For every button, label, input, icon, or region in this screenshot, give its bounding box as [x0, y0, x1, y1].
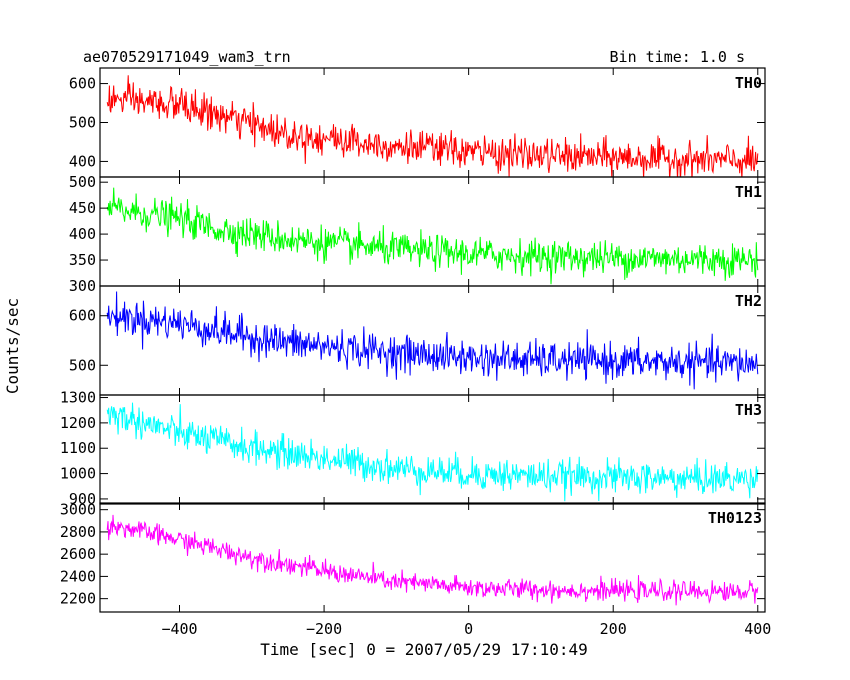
y-tick-label: 400	[69, 152, 96, 170]
y-tick-label: 500	[69, 114, 96, 132]
panel-label-th2: TH2	[735, 292, 762, 310]
panel-label-th1: TH1	[735, 183, 762, 201]
x-tick-label: −200	[306, 620, 342, 638]
y-tick-label: 1200	[60, 414, 96, 432]
y-tick-label: 900	[69, 490, 96, 508]
panel-th0: 400 500 600 TH0	[69, 67, 766, 178]
y-tick-label: 3000	[60, 501, 96, 519]
y-tick-label: 1300	[60, 389, 96, 407]
y-tick-label: 600	[69, 307, 96, 325]
series-line-th0123	[106, 514, 759, 606]
x-tick-label: 200	[600, 620, 627, 638]
y-tick-label: 300	[69, 277, 96, 295]
y-tick-label: 2600	[60, 545, 96, 563]
y-tick-label: 350	[69, 251, 96, 269]
panels-group: 400 500 600 TH0 300 350 400 450 500 TH1 500 600 TH2 9…	[60, 67, 766, 613]
panel-frame	[99, 285, 766, 396]
panel-frame	[99, 502, 766, 613]
series-line-th3	[106, 402, 759, 502]
y-tick-label: 500	[69, 356, 96, 374]
x-axis: −400 −200 0 200 400	[161, 620, 771, 638]
y-tick-label: 450	[69, 199, 96, 217]
y-axis-title: Counts/sec	[3, 298, 22, 394]
panel-th0123: 2200 2400 2600 2800 3000 TH0123	[60, 501, 766, 613]
series-line-th0	[106, 75, 759, 177]
panel-label-th0: TH0	[735, 74, 762, 92]
panel-frame	[99, 394, 766, 505]
y-tick-label: 500	[69, 173, 96, 191]
x-tick-label: 0	[464, 620, 473, 638]
chart-title: ae070529171049_wam3_trn	[83, 48, 291, 66]
x-axis-title: Time [sec] 0 = 2007/05/29 17:10:49	[260, 640, 588, 659]
panel-label-th0123: TH0123	[708, 509, 762, 527]
series-line-th1	[106, 187, 759, 285]
y-tick-label: 600	[69, 75, 96, 93]
x-tick-label: −400	[161, 620, 197, 638]
y-tick-label: 1100	[60, 439, 96, 457]
panel-th2: 500 600 TH2	[69, 285, 766, 396]
panel-frame	[99, 176, 766, 287]
x-tick-label: 400	[744, 620, 771, 638]
series-line-th2	[106, 291, 759, 390]
bin-time-label: Bin time: 1.0 s	[610, 48, 745, 66]
panel-th3: 900 1000 1100 1200 1300 TH3	[60, 389, 766, 508]
y-tick-label: 2200	[60, 590, 96, 608]
y-tick-label: 1000	[60, 465, 96, 483]
panel-label-th3: TH3	[735, 401, 762, 419]
y-tick-label: 2800	[60, 523, 96, 541]
panel-th1: 300 350 400 450 500 TH1	[69, 173, 766, 295]
y-tick-label: 400	[69, 225, 96, 243]
y-tick-label: 2400	[60, 567, 96, 585]
